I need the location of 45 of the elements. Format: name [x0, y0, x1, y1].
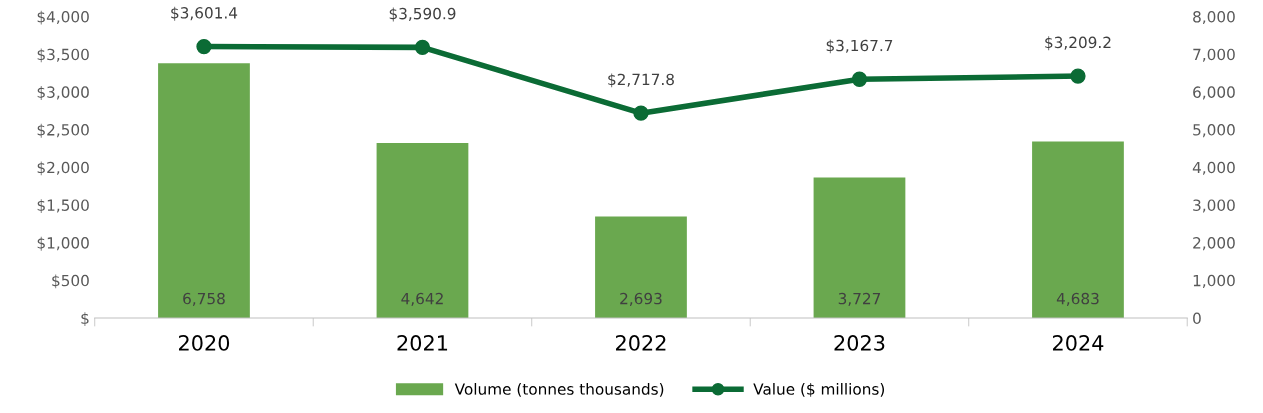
y2-tick-label: 0 [1193, 312, 1201, 325]
point [851, 71, 868, 87]
y2-tick-label: 1,000 [1193, 274, 1235, 288]
point [633, 105, 649, 121]
y2-tick-label: 6,000 [1193, 86, 1235, 100]
y-tick-label: $3,500 [37, 48, 89, 63]
x-tick-label: 2020 [178, 335, 230, 351]
y-tick-label: $1,000 [37, 236, 89, 251]
point [196, 38, 212, 55]
x-tick-label: 2021 [397, 335, 448, 351]
y2-tick-label: 4,000 [1192, 161, 1235, 175]
y-tick-label: $500 [52, 274, 89, 289]
y2-tick-label: 2,000 [1193, 237, 1235, 251]
y-tick-label: $ [81, 312, 89, 327]
y-tick-label: $2,500 [37, 123, 89, 138]
data-label: $2,717.8 [608, 73, 674, 88]
legend-label: Value ($ millions) [753, 383, 885, 397]
bar [158, 63, 250, 319]
bar [376, 143, 469, 319]
bar [813, 177, 906, 319]
y-tick-label: $2,000 [37, 161, 89, 176]
bar [1032, 141, 1124, 319]
data-label: $3,167.7 [826, 39, 893, 54]
y2-tick-label: 5,000 [1193, 124, 1235, 138]
data-label: 6,758 [183, 292, 225, 306]
bar [595, 216, 687, 319]
data-label: $3,601.4 [171, 6, 238, 21]
data-label: 4,683 [1056, 292, 1099, 306]
y-tick-label: $4,000 [37, 10, 89, 25]
x-tick-label: 2023 [834, 335, 885, 351]
data-label: $3,209.2 [1045, 36, 1111, 51]
point [1070, 68, 1086, 84]
x-tick-label: 2022 [615, 335, 666, 351]
data-label: 4,642 [401, 292, 443, 306]
data-label: $3,590.9 [389, 7, 456, 22]
data-label: 2,693 [620, 292, 662, 306]
y-tick-label: $3,000 [37, 86, 89, 100]
y2-tick-label: 7,000 [1193, 48, 1235, 62]
y2-tick-label: 8,000 [1193, 10, 1235, 25]
x-tick-label: 2024 [1052, 335, 1104, 351]
point [414, 39, 431, 55]
data-label: 3,727 [838, 292, 881, 306]
y2-tick-label: 3,000 [1193, 199, 1235, 213]
legend-label: Volume (tonnes thousands) [454, 383, 664, 397]
y-tick-label: $1,500 [37, 199, 89, 213]
